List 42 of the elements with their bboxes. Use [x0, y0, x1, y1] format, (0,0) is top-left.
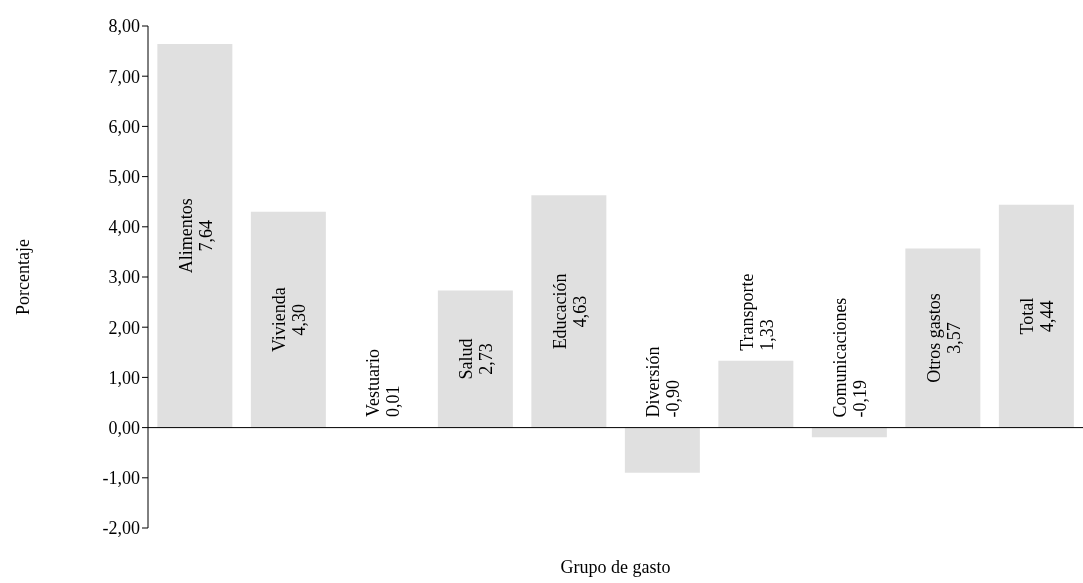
data-label: 1,33 — [756, 319, 777, 351]
y-tick-label: 1,00 — [108, 367, 140, 388]
x-tick-label: Transporte — [736, 273, 757, 351]
bar — [998, 204, 1074, 428]
data-label: 3,57 — [943, 322, 964, 354]
x-tick-label: Alimentos — [175, 198, 196, 274]
y-tick-label: 8,00 — [108, 16, 140, 37]
data-label: 4,44 — [1037, 300, 1058, 332]
data-label: 0,01 — [382, 385, 403, 418]
bar — [624, 427, 700, 473]
y-tick-label: -1,00 — [102, 468, 140, 489]
y-tick-label: -2,00 — [102, 518, 140, 539]
bar — [157, 44, 233, 428]
data-label: 2,73 — [476, 343, 497, 375]
x-tick-label: Vestuario — [362, 349, 383, 418]
x-tick-label: Vivienda — [269, 287, 290, 353]
bar — [905, 248, 981, 428]
data-label: 4,63 — [569, 295, 590, 328]
data-label: 7,64 — [195, 220, 216, 252]
y-tick-label: 2,00 — [108, 317, 140, 338]
x-tick-label: Comunicaciones — [830, 297, 851, 418]
x-tick-label: Otros gastos — [923, 293, 944, 383]
bar — [250, 211, 326, 428]
bar — [718, 360, 794, 428]
x-tick-label: Diversión — [643, 346, 664, 418]
bar — [437, 290, 513, 428]
y-tick-label: 0,00 — [108, 417, 140, 438]
data-label: 4,30 — [289, 303, 310, 336]
y-tick-label: 7,00 — [108, 66, 140, 87]
data-label: -0,90 — [663, 380, 684, 418]
y-tick-label: 3,00 — [108, 267, 140, 288]
data-label: -0,19 — [850, 380, 871, 418]
y-tick-label: 6,00 — [108, 116, 140, 137]
y-tick-label: 4,00 — [108, 217, 140, 238]
x-tick-label: Salud — [456, 338, 477, 380]
x-tick-label: Educación — [549, 273, 570, 350]
x-axis-title: Grupo de gasto — [560, 557, 671, 577]
y-tick-label: 5,00 — [108, 166, 140, 187]
bar — [811, 427, 887, 438]
x-tick-label: Total — [1017, 297, 1038, 335]
y-axis-title: Porcentaje — [13, 239, 34, 315]
bar — [531, 195, 607, 428]
